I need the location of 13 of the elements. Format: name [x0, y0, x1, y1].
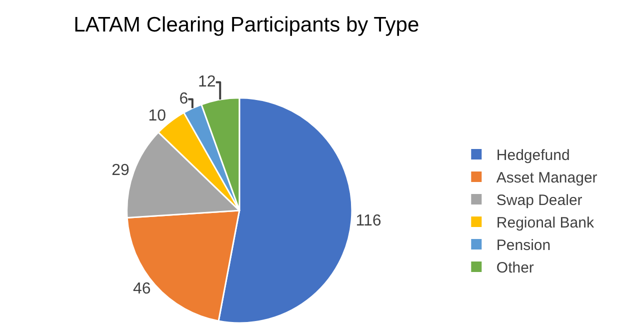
legend-label: Hedgefund	[496, 147, 570, 164]
data-label: 6	[179, 90, 188, 108]
legend-label: Regional Bank	[496, 214, 594, 232]
data-label: 116	[356, 212, 382, 230]
chart-title: LATAM Clearing Participants by Type	[74, 13, 420, 36]
data-label: 46	[132, 280, 151, 298]
legend-label: Pension	[496, 237, 551, 254]
legend-label: Swap Dealer	[496, 192, 582, 210]
data-label: 12	[198, 74, 216, 91]
legend-label: Asset Manager	[496, 170, 598, 187]
data-label: 29	[112, 162, 130, 180]
data-label: 10	[148, 108, 166, 125]
legend-label: Other	[496, 260, 534, 277]
